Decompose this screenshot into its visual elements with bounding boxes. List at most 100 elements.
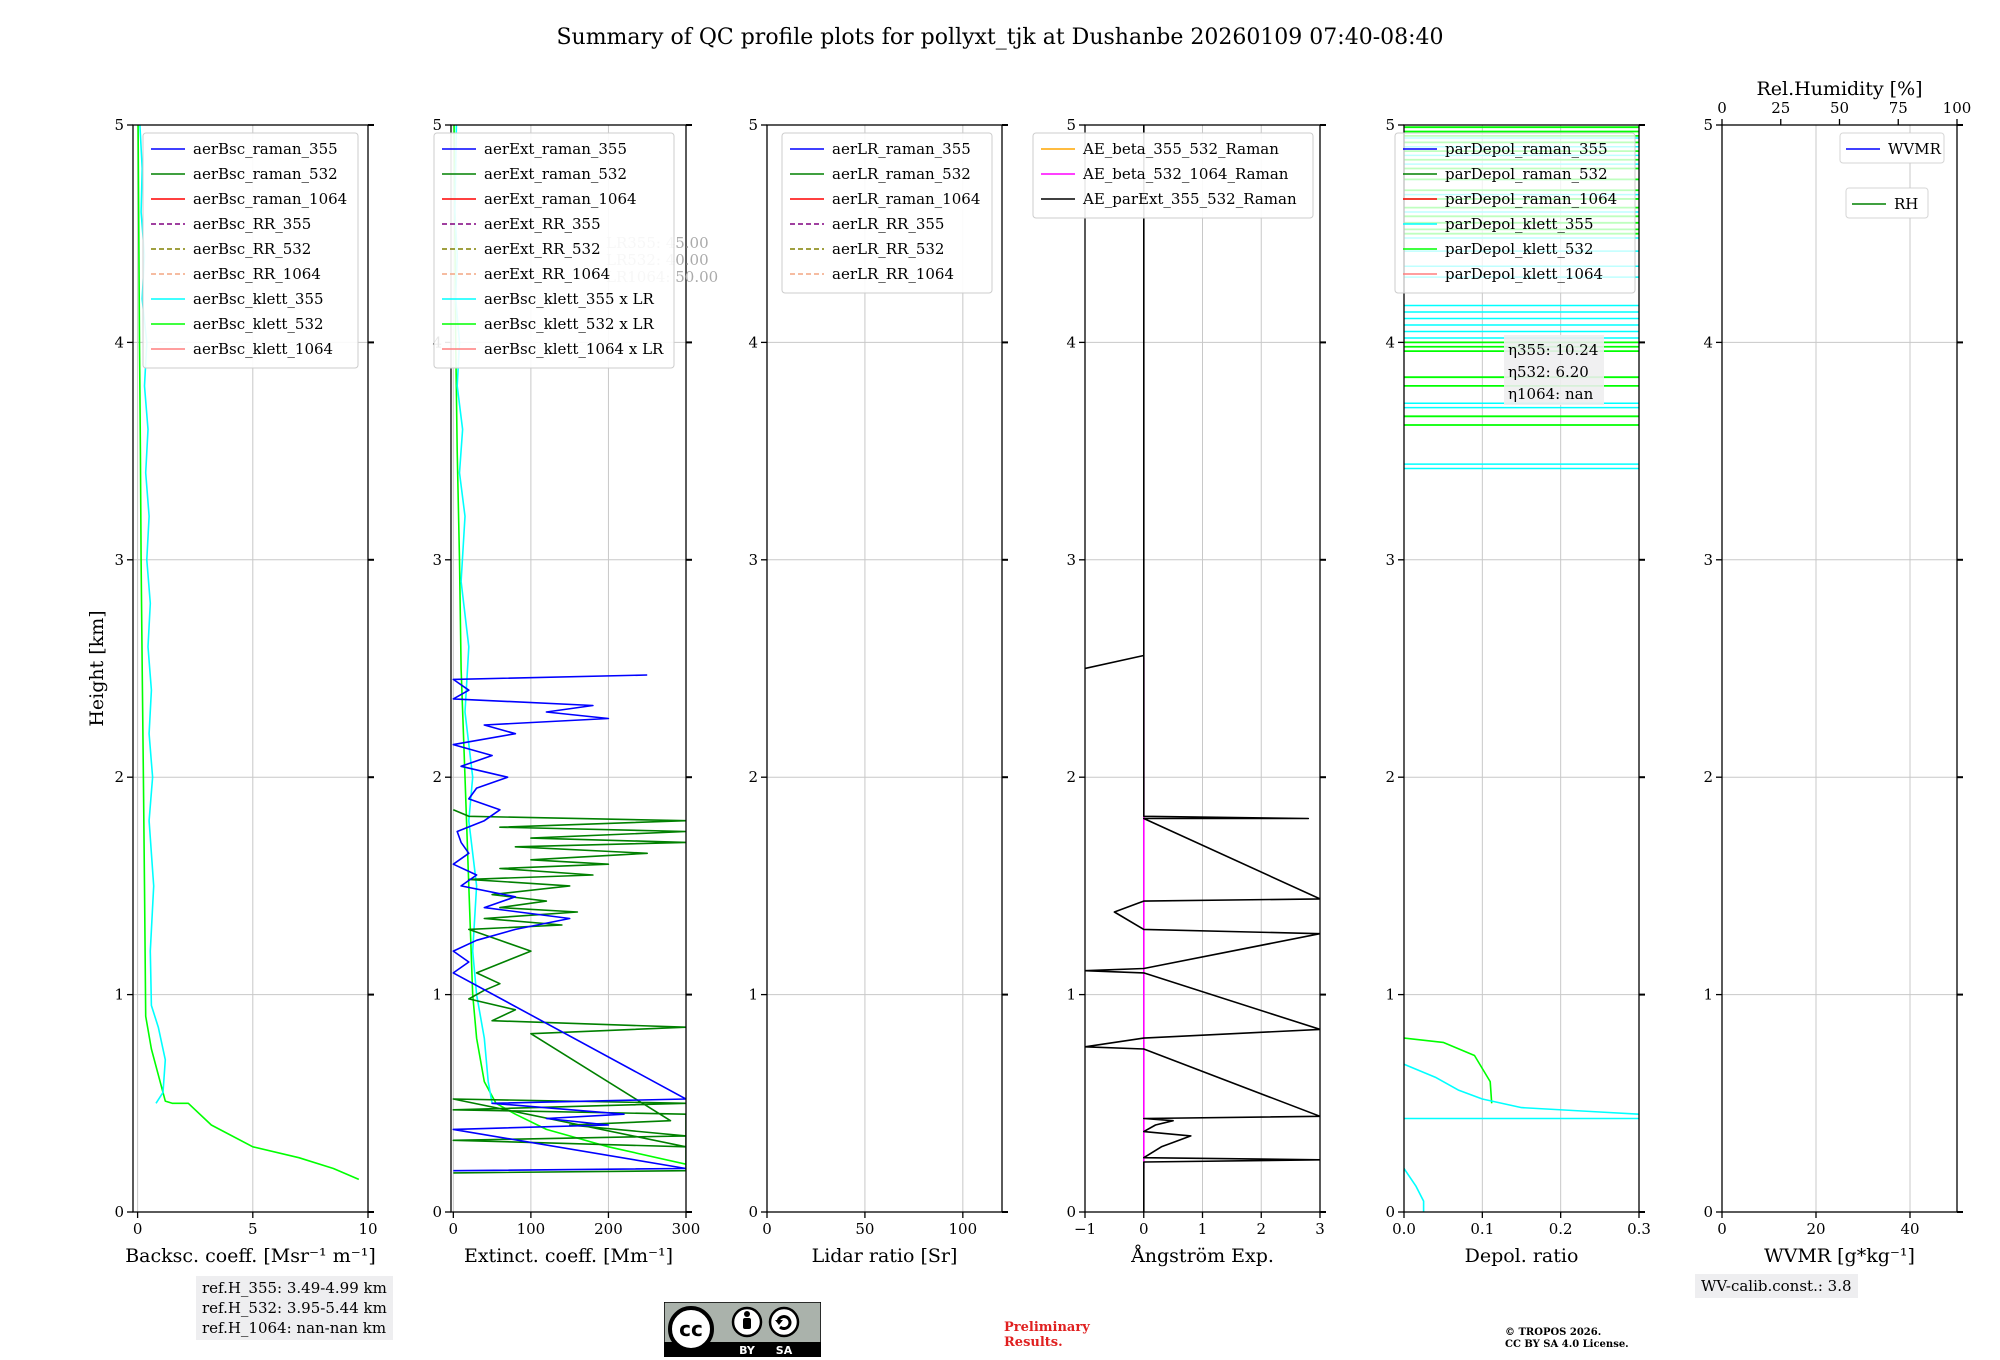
y-tick-label: 3 xyxy=(114,551,124,569)
panel-ext: 0100200300012345Extinct. coeff. [Mm⁻¹]LR… xyxy=(432,116,718,1267)
legend-ae: AE_beta_355_532_Raman AE_beta_532_1064_Ra… xyxy=(1032,132,1314,219)
cc-icon xyxy=(668,1306,714,1352)
x-tick-label: 0 xyxy=(1717,1220,1727,1238)
legend-label: AE_beta_532_1064_Raman xyxy=(1082,165,1289,183)
refh-1064: ref.H_1064: nan-nan km xyxy=(202,1319,387,1337)
legend-label: aerBsc_klett_1064 x LR xyxy=(484,340,664,358)
legend-label: aerBsc_klett_355 xyxy=(193,290,324,308)
series-parDepol-klett-532 xyxy=(1404,1037,1493,1104)
legend-label: aerExt_RR_532 xyxy=(484,240,601,258)
y-tick-label: 0 xyxy=(1703,1203,1713,1221)
legend-box xyxy=(142,132,359,369)
legend-box xyxy=(1845,187,1929,219)
figure-title: Summary of QC profile plots for pollyxt_… xyxy=(556,25,1443,50)
x-tick-label: 100 xyxy=(517,1220,546,1238)
share-alike-icon xyxy=(768,1306,800,1338)
x-tick-label: 0.1 xyxy=(1470,1220,1494,1238)
x-top-tick-label: 50 xyxy=(1830,99,1849,117)
y-tick-label: 0 xyxy=(748,1203,758,1221)
legend-label: parDepol_klett_1064 xyxy=(1445,265,1603,283)
legend-ext: aerExt_raman_355 aerExt_raman_532 aerExt_r… xyxy=(433,132,675,369)
legend-lr: aerLR_raman_355 aerLR_raman_532 aerLR_rama… xyxy=(781,132,993,294)
legend-label: aerLR_raman_532 xyxy=(832,165,971,183)
x-top-axis-label: Rel.Humidity [%] xyxy=(1756,78,1922,100)
x-tick-label: 200 xyxy=(594,1220,623,1238)
y-axis-label: Height [km] xyxy=(86,610,108,726)
y-tick-label: 2 xyxy=(114,768,124,786)
x-tick-label: 2 xyxy=(1256,1220,1266,1238)
series-aerExt-raman-355 xyxy=(452,674,686,1172)
y-tick-label: 1 xyxy=(114,986,124,1004)
axes-frame xyxy=(132,124,369,1213)
x-tick-label: 20 xyxy=(1806,1220,1825,1238)
y-tick-label: 5 xyxy=(1066,116,1076,134)
preliminary-line-1: Preliminary xyxy=(1004,1320,1090,1335)
x-tick-label: 5 xyxy=(248,1220,258,1238)
x-top-tick-label: 0 xyxy=(1717,99,1727,117)
y-tick-label: 4 xyxy=(748,333,758,351)
legend-box xyxy=(433,132,675,369)
legend-label: parDepol_klett_355 xyxy=(1445,215,1594,233)
legend-label: aerBsc_raman_1064 xyxy=(193,190,347,208)
legend-label: aerBsc_raman_532 xyxy=(193,165,338,183)
copyright-note: © TROPOS 2026. CC BY SA 4.0 License. xyxy=(1505,1327,1629,1351)
x-tick-label: 50 xyxy=(855,1220,874,1238)
axes-frame xyxy=(1403,124,1640,1213)
legend-label: aerLR_RR_532 xyxy=(832,240,944,258)
x-axis-label: Backsc. coeff. [Msr⁻¹ m⁻¹] xyxy=(125,1245,376,1267)
y-tick-label: 5 xyxy=(748,116,758,134)
legend-box xyxy=(781,132,993,294)
x-tick-label: 0.2 xyxy=(1549,1220,1573,1238)
y-tick-label: 4 xyxy=(1385,333,1395,351)
legend-label: parDepol_raman_1064 xyxy=(1445,190,1617,208)
legend-label: aerBsc_raman_355 xyxy=(193,140,338,158)
x-top-tick-label: 25 xyxy=(1771,99,1790,117)
x-tick-label: 0 xyxy=(1139,1220,1149,1238)
x-tick-label: 0.3 xyxy=(1627,1220,1651,1238)
legend-label: aerBsc_klett_532 xyxy=(193,315,324,333)
series-aerExt-raman-532 xyxy=(452,809,686,1174)
y-tick-label: 3 xyxy=(1703,551,1713,569)
panel-lr: 0 50 100 0 1 2 3 4 5 Lidar ratio [Sr] aerLR_raman_… xyxy=(748,116,1008,1267)
series-aerBsc-klett-532-x-LR xyxy=(453,125,686,1165)
y-tick-label: 2 xyxy=(1703,768,1713,786)
eta-label: η1064: nan xyxy=(1508,385,1594,403)
refh-532: ref.H_532: 3.95-5.44 km xyxy=(202,1299,387,1317)
grid-wv xyxy=(1721,124,1957,1213)
series-AE-parExt-355-532-Raman xyxy=(1085,125,1320,1212)
legend-label: aerBsc_RR_355 xyxy=(193,215,311,233)
x-tick-label: 0 xyxy=(133,1220,143,1238)
legend-label: aerExt_RR_1064 xyxy=(484,265,610,283)
y-tick-label: 4 xyxy=(1066,333,1076,351)
legend-box xyxy=(1032,132,1314,219)
legend-label: aerExt_RR_355 xyxy=(484,215,601,233)
y-tick-label: 1 xyxy=(748,986,758,1004)
grid-ae xyxy=(1084,124,1321,1213)
eta-label: η532: 6.20 xyxy=(1508,363,1589,381)
cc-license-badge: cc BY SA xyxy=(664,1302,821,1357)
legend-bsc: aerBsc_raman_355 aerBsc_raman_532 aerBsc_r… xyxy=(142,132,359,369)
legend-depol: parDepol_raman_355 parDepol_raman_532 parD… xyxy=(1394,132,1636,294)
y-tick-label: 5 xyxy=(1703,116,1713,134)
y-tick-label: 2 xyxy=(1385,768,1395,786)
data-ae xyxy=(1085,125,1320,1212)
y-tick-label: 1 xyxy=(432,986,442,1004)
y-tick-label: 0 xyxy=(1066,1203,1076,1221)
legend-label: RH xyxy=(1894,195,1918,213)
y-tick-label: 1 xyxy=(1703,986,1713,1004)
ticks-lr: 0 50 100 0 1 2 3 4 5 xyxy=(748,116,1008,1238)
sa-label: SA xyxy=(776,1344,793,1357)
legend-label: aerBsc_klett_1064 xyxy=(193,340,333,358)
cc-text: cc xyxy=(679,1317,703,1341)
wv-calib-box: WV-calib.const.: 3.8 xyxy=(1695,1274,1858,1298)
y-tick-label: 2 xyxy=(748,768,758,786)
legend-label: aerExt_raman_532 xyxy=(484,165,627,183)
x-tick-label: 1 xyxy=(1198,1220,1208,1238)
legend-label: aerBsc_klett_355 x LR xyxy=(484,290,655,308)
